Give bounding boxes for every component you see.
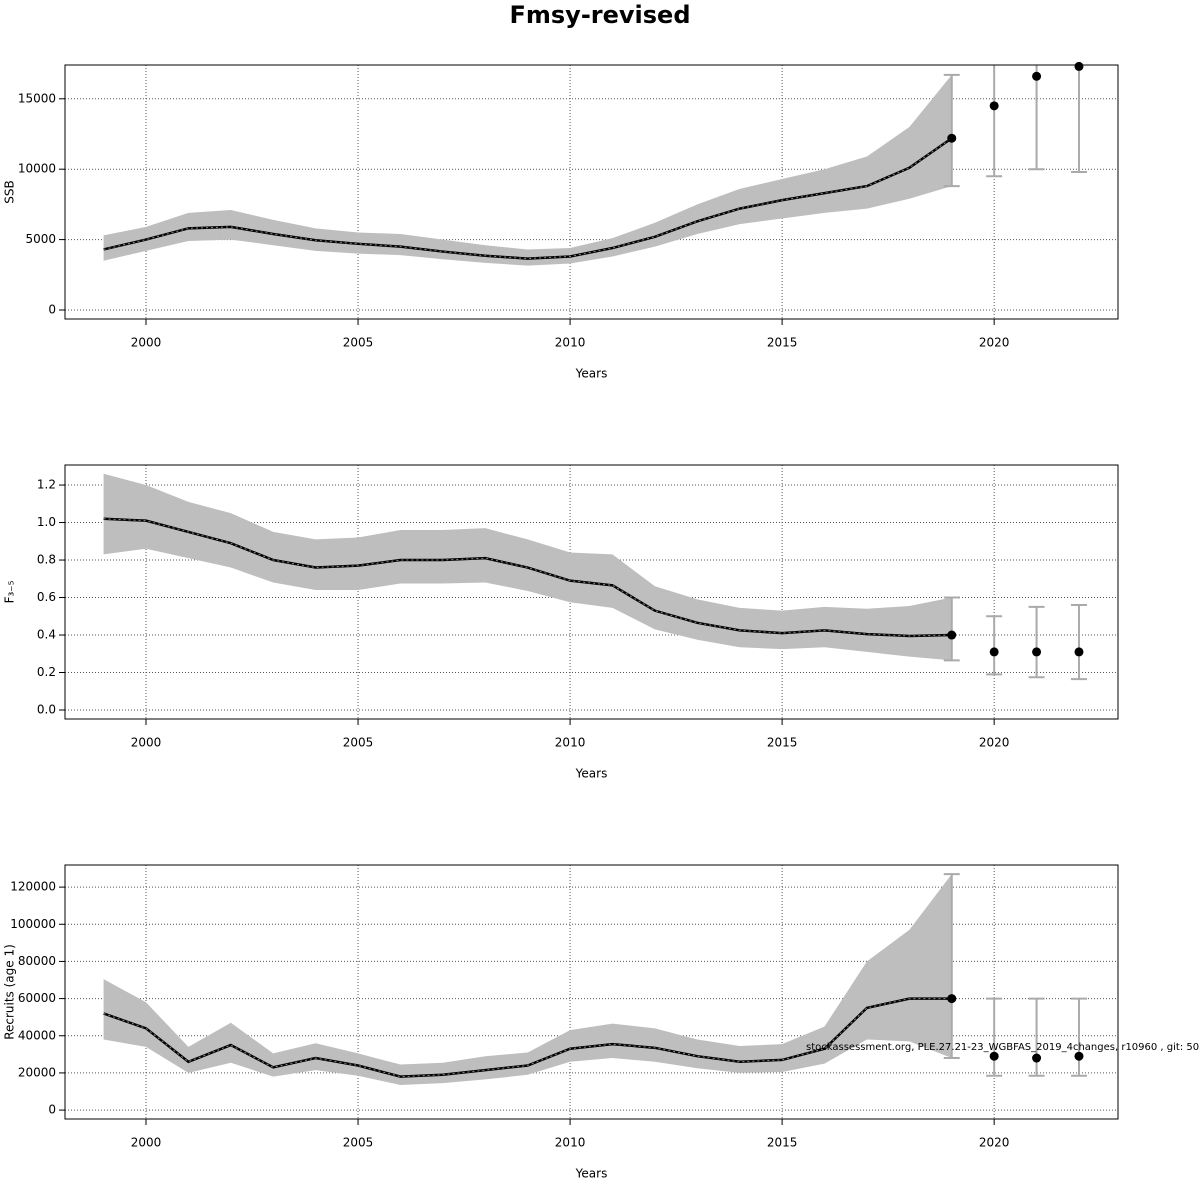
plot-area — [65, 65, 1118, 319]
point — [1032, 1053, 1042, 1063]
point — [989, 1051, 999, 1061]
point — [989, 647, 999, 657]
x-tick-label: 2005 — [343, 1136, 374, 1150]
confidence-band — [103, 874, 952, 1085]
y-tick-label: 80000 — [18, 954, 56, 968]
x-tick-label: 2020 — [979, 1136, 1010, 1150]
x-tick-label: 2020 — [979, 336, 1010, 350]
x-tick-label: 2005 — [343, 336, 374, 350]
y-tick-label: 0.4 — [37, 628, 56, 642]
x-tick-label: 2020 — [979, 736, 1010, 750]
point — [1074, 1051, 1084, 1061]
x-tick-label: 2005 — [343, 736, 374, 750]
y-tick-label: 15000 — [18, 91, 56, 105]
x-tick-label: 2015 — [767, 736, 798, 750]
y-axis-label: F₃₋₅ — [3, 580, 17, 603]
x-tick-label: 2015 — [767, 336, 798, 350]
y-tick-label: 0 — [48, 1103, 56, 1117]
point — [1074, 61, 1084, 71]
y-tick-label: 1.0 — [37, 515, 56, 529]
plot-frame — [64, 464, 1119, 720]
estimate-line-dash — [103, 998, 952, 1078]
plot-frame — [64, 864, 1119, 1120]
y-tick-label: 40000 — [18, 1028, 56, 1042]
point — [1074, 647, 1084, 657]
plot-area — [65, 465, 1118, 719]
x-tick-label: 2010 — [555, 1136, 586, 1150]
y-tick-label: 1.2 — [37, 478, 56, 492]
y-tick-label: 100000 — [10, 917, 56, 931]
confidence-band — [103, 74, 952, 266]
y-tick-label: 0.8 — [37, 553, 56, 567]
x-tick-label: 2000 — [131, 1136, 162, 1150]
plot-frame — [64, 64, 1119, 320]
x-axis-label: Years — [575, 367, 608, 381]
y-axis-label: Recruits (age 1) — [3, 944, 17, 1040]
plot-area — [65, 865, 1118, 1119]
point — [947, 133, 957, 143]
footnote: stockassessment.org, PLE.27.21-23_WGBFAS… — [806, 1042, 1200, 1053]
point — [947, 630, 957, 640]
x-tick-label: 2015 — [767, 1136, 798, 1150]
x-tick-label: 2010 — [555, 336, 586, 350]
y-axis-label: SSB — [3, 180, 17, 203]
estimate-line — [103, 137, 953, 260]
y-tick-label: 5000 — [25, 232, 56, 246]
point — [989, 101, 999, 111]
y-tick-label: 0 — [48, 302, 56, 316]
point — [1032, 71, 1042, 81]
x-tick-label: 2000 — [131, 736, 162, 750]
x-tick-label: 2000 — [131, 336, 162, 350]
y-tick-label: 0.0 — [37, 703, 56, 717]
y-tick-label: 120000 — [10, 880, 56, 894]
y-tick-label: 10000 — [18, 162, 56, 176]
figure-title: Fmsy-revised — [509, 1, 690, 29]
point — [947, 994, 957, 1004]
y-tick-label: 0.6 — [37, 590, 56, 604]
x-axis-label: Years — [575, 1167, 608, 1181]
point — [1032, 647, 1042, 657]
estimate-line-dash — [103, 518, 952, 637]
x-axis-label: Years — [575, 767, 608, 781]
y-tick-label: 0.2 — [37, 665, 56, 679]
y-tick-label: 20000 — [18, 1065, 56, 1079]
x-tick-label: 2010 — [555, 736, 586, 750]
y-tick-label: 60000 — [18, 991, 56, 1005]
